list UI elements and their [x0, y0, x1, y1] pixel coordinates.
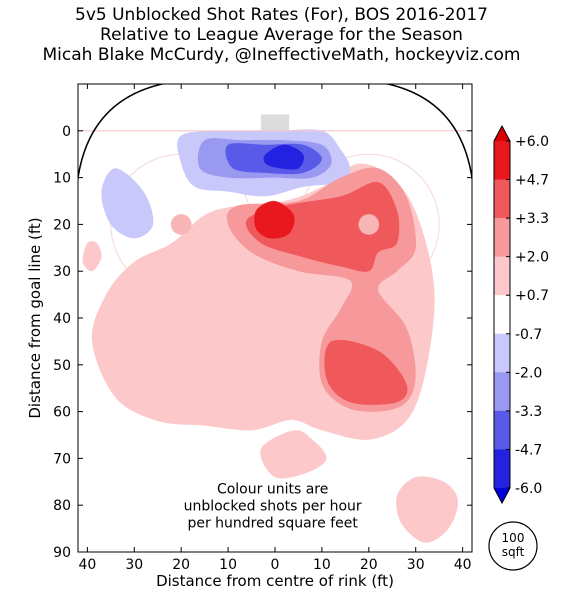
colorbar-label: -6.0: [515, 481, 542, 497]
contour-pos-3: [245, 181, 400, 272]
colorbar: +6.0 +4.7 +3.3 +2.0 +0.7 -0.7 -2.0 -3.3 -4.7 -6.0: [493, 124, 549, 505]
colorbar-label: -0.7: [515, 327, 542, 343]
colorbar-band: [494, 372, 510, 412]
y-tick-label: 0: [62, 124, 71, 140]
colorbar-band: [494, 179, 510, 219]
colorbar-band: [494, 295, 510, 335]
y-tick-label: 70: [53, 451, 71, 467]
x-tick-label: 10: [219, 557, 237, 573]
annotation-line: Colour units are: [217, 482, 328, 498]
colorbar-label: +2.0: [515, 250, 549, 266]
contour-layer: [82, 129, 458, 543]
y-tick-label: 40: [53, 311, 71, 327]
colorbar-label: +3.3: [515, 211, 549, 227]
y-tick-label: 10: [53, 171, 71, 187]
chart-title: 5v5 Unblocked Shot Rates (For), BOS 2016…: [75, 5, 488, 25]
chart-subtitle: Relative to League Average for the Seaso…: [100, 25, 463, 45]
boards: [78, 84, 472, 185]
contour-neg-1: [101, 168, 154, 239]
contour-pos-3: [324, 339, 408, 405]
x-tick-label: 20: [360, 557, 378, 573]
y-tick-label: 60: [53, 405, 71, 421]
colorbar-band: [494, 141, 510, 181]
colorbar-label: -2.0: [515, 365, 542, 381]
colorbar-label: -4.7: [515, 442, 542, 458]
scale-label: sqft: [502, 545, 525, 559]
scale-label: 100: [502, 531, 525, 545]
x-tick-label: 0: [271, 557, 280, 573]
y-tick-label: 30: [53, 264, 71, 280]
x-tick-label: 10: [313, 557, 331, 573]
contour-pos-1: [82, 241, 102, 272]
y-tick-label: 20: [53, 217, 71, 233]
colorbar-max-arrow: [494, 126, 510, 141]
contour-neg-4: [263, 144, 304, 170]
colorbar-label: +4.7: [515, 173, 549, 189]
x-axis-label: Distance from centre of rink (ft): [156, 572, 394, 590]
colorbar-band: [494, 218, 510, 258]
annotation-line: per hundred square feet: [187, 516, 358, 532]
y-axis: 0 10 20 30 40 50 60 70 80 90: [53, 124, 472, 561]
y-tick-label: 90: [53, 545, 71, 561]
y-tick-label: 50: [53, 358, 71, 374]
colorbar-band: [494, 333, 510, 373]
y-tick-label: 80: [53, 498, 71, 514]
scale-ring: [488, 521, 538, 571]
faceoff-dot: [358, 214, 380, 235]
x-tick-label: 40: [78, 557, 96, 573]
colorbar-band: [494, 410, 510, 450]
x-axis: 40 30 20 10 0 10 20 30 40: [78, 84, 472, 573]
contour-pos-4: [254, 200, 295, 239]
rink-boards: [78, 84, 472, 185]
x-tick-label: 30: [125, 557, 143, 573]
contour-pos-1: [396, 476, 458, 543]
x-tick-label: 20: [172, 557, 190, 573]
colorbar-label: +6.0: [515, 134, 549, 150]
colorbar-band: [494, 449, 510, 489]
annotation-line: unblocked shots per hour: [184, 499, 362, 515]
colorbar-min-arrow: [494, 488, 510, 503]
colorbar-label: +0.7: [515, 288, 549, 304]
x-tick-label: 40: [454, 557, 472, 573]
contour-pos-1: [260, 430, 327, 479]
goal-net: [260, 114, 290, 131]
colorbar-band: [494, 256, 510, 296]
colorbar-label: -3.3: [515, 404, 542, 420]
y-axis-label: Distance from goal line (ft): [26, 217, 44, 418]
chart-author: Micah Blake McCurdy, @IneffectiveMath, h…: [42, 45, 521, 65]
x-tick-label: 30: [407, 557, 425, 573]
faceoff-dot: [170, 214, 192, 235]
